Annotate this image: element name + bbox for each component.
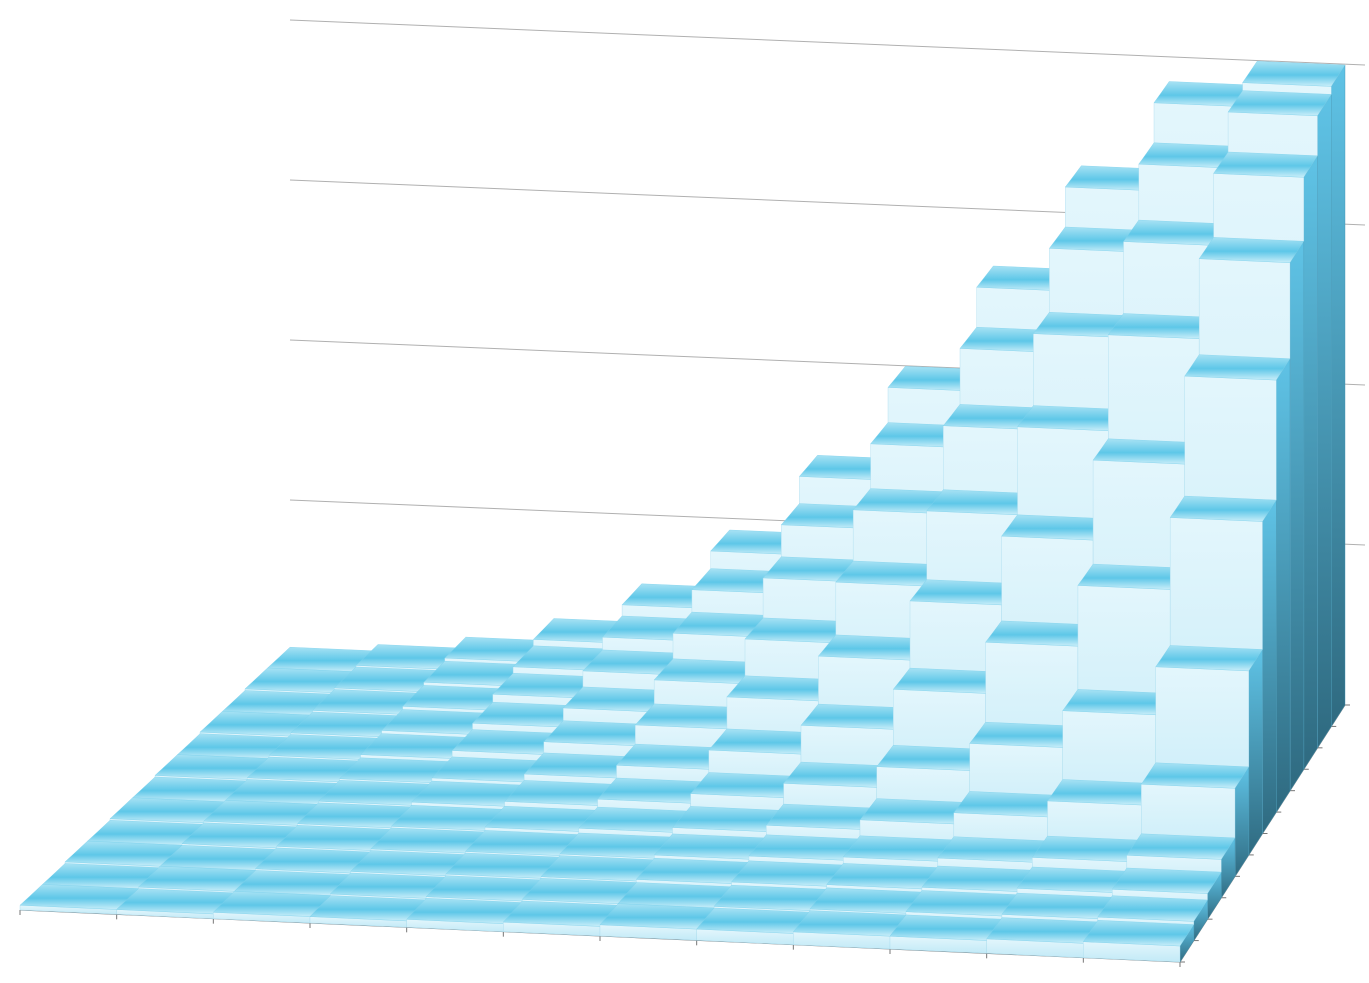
- bar-top: [1184, 354, 1291, 381]
- bar-side: [1289, 240, 1305, 792]
- bar-top: [892, 667, 1002, 694]
- gridline: [289, 19, 1366, 66]
- bar: [792, 910, 907, 950]
- bar-top: [1092, 438, 1200, 465]
- bar-top: [1198, 237, 1305, 263]
- bar-top: [842, 835, 955, 862]
- bar-top: [889, 914, 1003, 941]
- bar-top: [905, 890, 1018, 917]
- bar-top: [953, 791, 1064, 818]
- bar-top: [521, 878, 637, 904]
- bar-top: [1082, 920, 1195, 947]
- bar-top: [731, 860, 844, 887]
- bar-top: [1031, 835, 1142, 862]
- bar-top: [1077, 563, 1186, 590]
- bar-top: [859, 798, 971, 825]
- bars: [19, 61, 1346, 963]
- bar-top: [540, 855, 655, 882]
- bar-top: [826, 863, 939, 890]
- bar-top: [1047, 779, 1157, 806]
- bar-top: [1126, 833, 1236, 860]
- bar-top: [937, 836, 1048, 863]
- bar-side: [1331, 64, 1346, 728]
- bar-top: [1227, 90, 1332, 117]
- bar-top: [986, 917, 1099, 944]
- bar: [889, 914, 1003, 954]
- bar-top: [1107, 313, 1214, 339]
- bar-top: [969, 721, 1079, 748]
- bar-top: [212, 891, 331, 917]
- bar-side: [1303, 155, 1318, 770]
- bar-side: [1276, 358, 1291, 813]
- bar-top: [1213, 151, 1318, 178]
- bar-top: [909, 579, 1018, 606]
- bar-top: [1001, 892, 1113, 919]
- bar-top: [1097, 895, 1208, 922]
- bar-top: [1111, 867, 1222, 894]
- bar-top: [635, 857, 750, 884]
- bar-top: [921, 865, 1033, 892]
- bar-top: [1242, 61, 1346, 87]
- bar: [406, 898, 523, 933]
- bar-top: [1155, 645, 1263, 672]
- bar-top: [1001, 514, 1109, 541]
- bar-top: [1062, 689, 1171, 716]
- bar-top: [876, 745, 986, 771]
- bar-top: [1140, 762, 1250, 789]
- bar: [986, 917, 1099, 959]
- bar-top: [748, 834, 861, 861]
- bar-top: [617, 882, 732, 909]
- bar-top: [406, 898, 523, 924]
- bar-top: [792, 910, 907, 937]
- bar-top: [425, 875, 542, 902]
- bar-top: [599, 903, 715, 930]
- bar-top: [713, 884, 828, 911]
- bar-top: [696, 907, 811, 934]
- bar-top: [985, 620, 1094, 647]
- bar-top: [1016, 866, 1128, 893]
- bar-top: [1017, 405, 1124, 432]
- bar-top: [502, 900, 619, 927]
- bar-top: [1169, 495, 1277, 522]
- bar: [696, 907, 811, 946]
- bar-side: [1248, 648, 1263, 856]
- bar: [1082, 920, 1195, 963]
- bar-side: [1317, 93, 1332, 749]
- bar-side: [1262, 499, 1277, 835]
- bar-top: [809, 887, 923, 914]
